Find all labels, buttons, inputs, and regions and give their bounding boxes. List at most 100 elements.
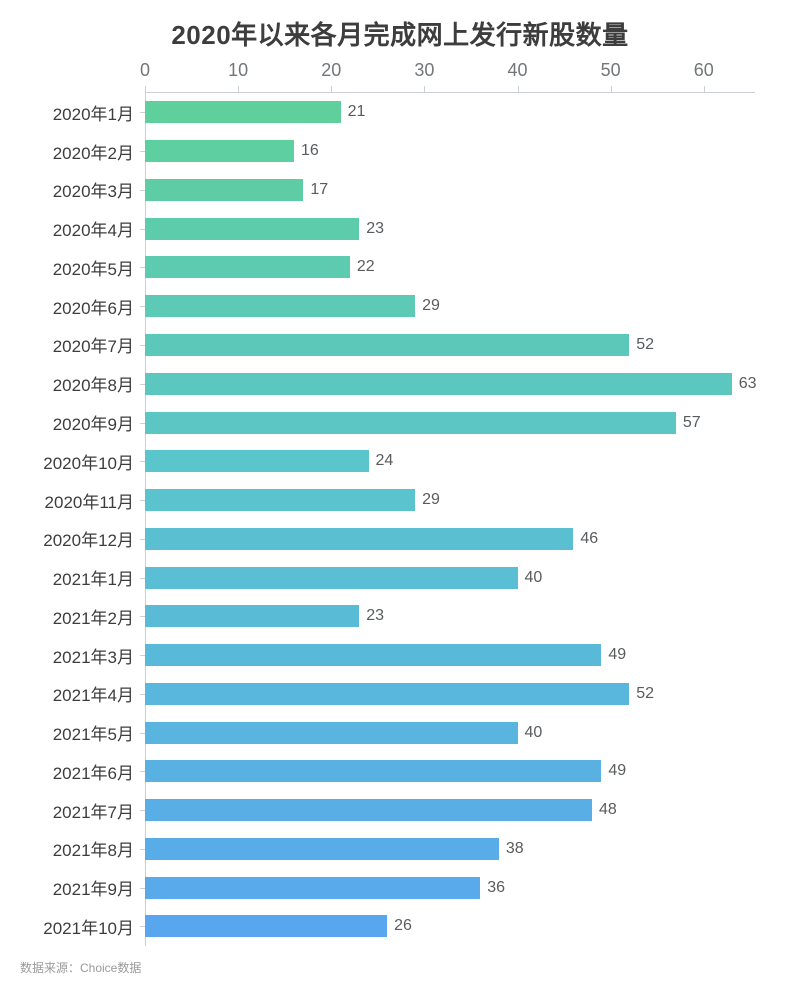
bar-row: 2021年4月 52 [0,674,800,713]
bar-area: 38 [145,837,755,860]
bar [145,178,304,201]
bar-area: 52 [145,333,755,356]
bar [145,566,518,589]
x-tick-mark [145,86,146,92]
x-tick-label: 30 [414,60,435,80]
bar-row: 2021年6月 49 [0,752,800,791]
value-label: 21 [347,103,366,121]
bar-area: 36 [145,876,755,899]
value-label: 49 [608,646,627,664]
category-label: 2020年1月 [0,100,145,125]
bar-area: 21 [145,101,755,124]
category-label: 2021年10月 [0,914,145,939]
value-label: 16 [301,142,319,160]
bar-area: 40 [145,566,755,589]
bar-area: 16 [145,140,755,163]
bar-area: 49 [145,760,755,783]
bar-row: 2021年2月 23 [0,597,800,636]
category-label: 2020年6月 [0,294,145,319]
category-tick-mark [140,461,145,463]
x-tick-mark [610,86,612,92]
category-tick-mark [140,344,145,346]
bar-area: 57 [145,411,755,434]
x-tick-label: 50 [600,60,621,80]
value-label: 22 [356,258,375,276]
category-label: 2021年5月 [0,720,145,745]
bar [145,682,630,705]
category-label: 2021年8月 [0,836,145,861]
value-label: 29 [422,491,440,509]
bar-row: 2020年6月 29 [0,287,800,326]
category-tick-mark [140,848,145,850]
bar-area: 46 [145,527,755,550]
x-tick-label: 10 [228,60,249,80]
bar [145,760,602,783]
bar [145,217,360,240]
bar [145,372,732,395]
x-tick-label: 0 [139,60,151,80]
category-label: 2020年3月 [0,177,145,202]
bar-row: 2021年7月 48 [0,791,800,830]
category-tick-mark [140,228,145,230]
category-label: 2021年2月 [0,604,145,629]
value-label: 23 [366,607,384,625]
category-label: 2020年12月 [0,526,145,551]
category-label: 2020年4月 [0,216,145,241]
plot-rows: 2020年1月 21 2020年2月 16 2020年3月 17 2020年4月 23 2020… [0,93,800,946]
bar [145,489,416,512]
category-label: 2021年1月 [0,565,145,590]
category-label: 2020年9月 [0,410,145,435]
bar-row: 2020年1月 21 [0,93,800,132]
bar [145,450,369,473]
bar-area: 63 [145,372,757,395]
category-label: 2021年3月 [0,643,145,668]
category-tick-mark [140,500,145,502]
bar-area: 48 [145,799,755,822]
category-label: 2020年10月 [0,449,145,474]
bar [145,411,676,434]
bar-row: 2020年8月 63 [0,364,800,403]
x-tick-mark [424,86,426,92]
category-tick-mark [140,538,145,540]
bar-row: 2020年7月 52 [0,326,800,365]
category-tick-mark [140,693,145,695]
bar-area: 23 [145,217,755,240]
bar-row: 2021年9月 36 [0,868,800,907]
bar-area: 23 [145,605,755,628]
value-label: 40 [524,568,543,586]
value-label: 24 [375,452,394,470]
bar [145,837,499,860]
bar-row: 2021年3月 49 [0,636,800,675]
value-label: 23 [366,219,384,237]
bar [145,915,388,938]
bar [145,605,360,628]
bar-row: 2021年10月 26 [0,907,800,946]
value-label: 26 [394,917,412,935]
y-axis-line [145,93,146,946]
value-label: 57 [682,413,701,431]
data-source: 数据来源：Choice数据 [20,961,142,975]
bar-row: 2021年5月 40 [0,713,800,752]
bar-area: 49 [145,644,755,667]
x-tick-label: 40 [507,60,528,80]
category-label: 2021年6月 [0,759,145,784]
x-tick-mark [331,86,333,92]
bar-area: 29 [145,295,755,318]
category-tick-mark [140,771,145,773]
category-label: 2021年7月 [0,798,145,823]
category-tick-mark [140,151,145,153]
x-tick-label: 60 [693,60,714,80]
category-tick-mark [140,577,145,579]
bar [145,101,341,124]
bar-row: 2021年8月 38 [0,830,800,869]
bar-row: 2020年9月 57 [0,403,800,442]
x-tick-label: 20 [321,60,342,80]
bar-area: 26 [145,915,755,938]
category-tick-mark [140,655,145,657]
chart-title: 2020年以来各月完成网上发行新股数量 [171,20,629,50]
bar-area: 52 [145,682,755,705]
bar [145,140,294,163]
value-label: 38 [505,839,524,857]
category-tick-mark [140,267,145,269]
